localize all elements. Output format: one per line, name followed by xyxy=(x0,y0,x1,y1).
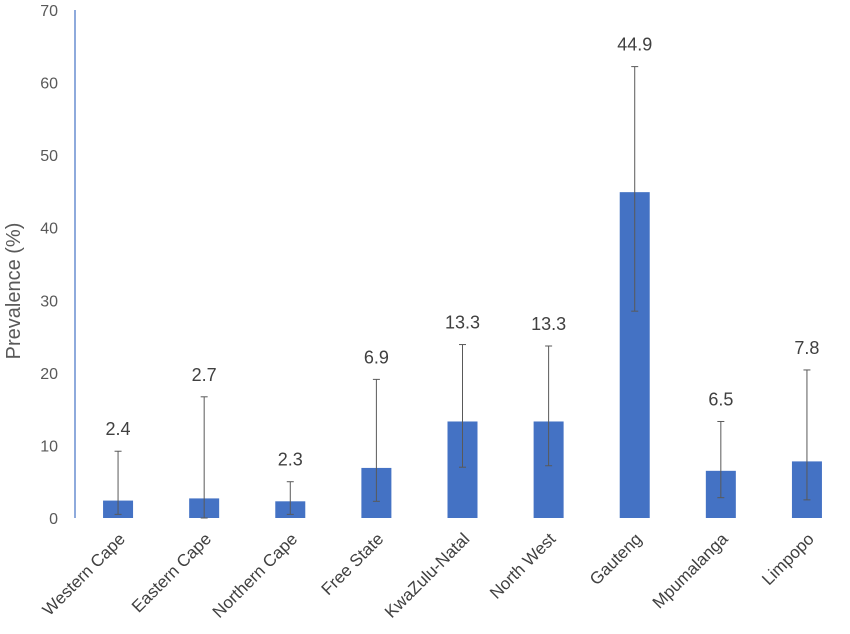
data-label: 2.3 xyxy=(278,450,303,470)
y-tick-label: 70 xyxy=(40,3,58,20)
data-label: 6.5 xyxy=(708,389,733,409)
data-label: 2.4 xyxy=(106,419,131,439)
y-tick-label: 60 xyxy=(40,76,58,93)
x-tick-label: Mpumalanga xyxy=(649,529,732,612)
y-axis-ticks: 0 10 20 30 40 50 60 70 xyxy=(40,3,58,528)
data-label: 13.3 xyxy=(445,313,480,333)
data-label: 2.7 xyxy=(192,365,217,385)
x-tick-label: Eastern Cape xyxy=(128,529,215,616)
y-tick-label: 10 xyxy=(40,438,58,455)
y-axis-label: Prevalence (%) xyxy=(3,223,25,360)
y-tick-label: 30 xyxy=(40,293,58,310)
data-labels: 2.4 2.7 2.3 6.9 13.3 13.3 44.9 6.5 7.8 xyxy=(106,35,820,470)
y-tick-label: 50 xyxy=(40,148,58,165)
data-label: 13.3 xyxy=(531,314,566,334)
x-tick-label: North West xyxy=(486,529,560,603)
data-label: 7.8 xyxy=(794,338,819,358)
y-tick-label: 0 xyxy=(49,511,58,528)
x-tick-label: Gauteng xyxy=(586,529,646,589)
y-tick-label: 20 xyxy=(40,366,58,383)
data-label: 6.9 xyxy=(364,347,389,367)
bars xyxy=(103,192,822,518)
x-tick-label: KwaZulu-Natal xyxy=(381,529,473,621)
x-tick-label: Northern Cape xyxy=(209,529,301,621)
x-tick-label: Limpopo xyxy=(758,529,818,589)
y-tick-label: 40 xyxy=(40,221,58,238)
error-bars xyxy=(114,66,811,519)
x-tick-label: Free State xyxy=(318,529,388,599)
data-label: 44.9 xyxy=(617,35,652,55)
x-tick-label: Western Cape xyxy=(39,529,129,619)
